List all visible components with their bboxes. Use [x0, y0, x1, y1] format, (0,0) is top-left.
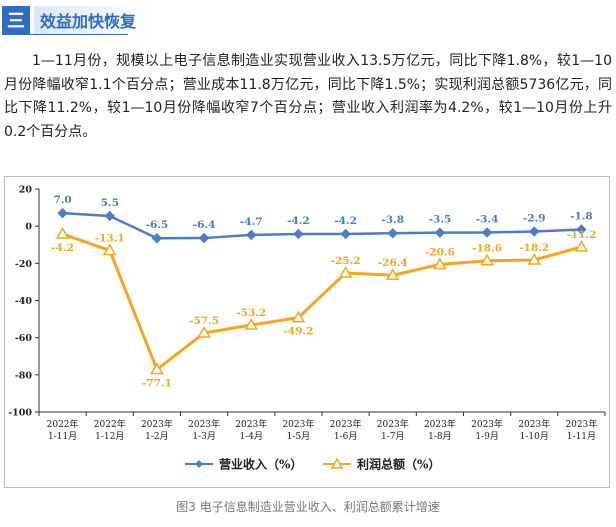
x-tick-label-year: 2023年	[282, 418, 314, 430]
profit-data-label: -25.2	[331, 255, 361, 267]
profit-point	[574, 239, 589, 252]
x-tick-label-year: 2023年	[235, 418, 267, 430]
profit-point	[197, 326, 211, 338]
x-tick-label-period: 1-7月	[381, 431, 405, 442]
revenue-data-label: -3.8	[381, 214, 404, 226]
x-tick-label-period: 1-10月	[520, 431, 549, 442]
profit-point	[338, 265, 353, 278]
revenue-data-label: -1.8	[570, 211, 593, 223]
profit-point	[55, 226, 70, 239]
revenue-point	[151, 233, 163, 244]
y-tick-label: 0	[25, 222, 32, 233]
y-tick-label: -40	[15, 296, 33, 307]
profit-data-label: -18.6	[472, 243, 502, 255]
revenue-point	[104, 210, 115, 222]
line-chart: 200-20-40-60-80-1002022年1-11月2022年1-12月2…	[8, 185, 606, 472]
x-tick-label-period: 1-9月	[475, 431, 499, 442]
profit-data-label: -18.2	[519, 242, 549, 254]
section-title: 效益加快恢复	[40, 12, 137, 31]
profit-point	[480, 253, 494, 266]
x-tick-label-year: 2023年	[424, 418, 456, 430]
revenue-data-label: -2.9	[523, 213, 546, 225]
x-tick-label-period: 1-11月	[48, 431, 77, 442]
x-tick-label-year: 2023年	[518, 418, 550, 430]
revenue-data-label: -3.5	[429, 214, 452, 226]
revenue-data-label: -4.2	[334, 215, 357, 227]
x-tick-label-year: 2023年	[141, 418, 173, 430]
x-tick-label-year: 2023年	[565, 418, 597, 430]
y-tick-label: 20	[19, 185, 33, 196]
profit-point	[244, 318, 259, 330]
revenue-point	[198, 232, 210, 244]
revenue-data-label: -6.5	[146, 219, 169, 231]
profit-data-label: -11.2	[566, 229, 596, 241]
profit-point	[291, 310, 306, 323]
chart-frame: 20 0 -20 -40 -60 -80 -100 2022年 1-11月 2022年 1-12月 2…	[4, 176, 610, 488]
x-tick-label-year: 2023年	[377, 418, 409, 430]
x-tick-label-year: 2022年	[94, 418, 126, 430]
x-tick-label-period: 1-3月	[192, 431, 216, 442]
section-header: 三 效益加快恢复	[0, 4, 616, 36]
legend-revenue-label: 营业收入（%）	[219, 457, 302, 472]
x-tick-label-year: 2023年	[330, 418, 362, 430]
revenue-point	[481, 227, 493, 238]
section-underline	[2, 34, 128, 35]
x-tick-label-period: 1-5月	[287, 431, 311, 442]
profit-data-label: -77.1	[142, 377, 172, 389]
x-tick-label-period: 1-8月	[428, 431, 452, 442]
figure-caption: 图3 电子信息制造业营业收入、利润总额累计增速	[176, 500, 440, 514]
revenue-point	[387, 228, 398, 239]
revenue-point	[293, 228, 304, 240]
legend-revenue-marker	[195, 460, 203, 468]
revenue-point	[576, 224, 587, 235]
revenue-point	[246, 229, 257, 241]
x-tick-label-year: 2023年	[471, 418, 503, 430]
x-tick-label-period: 1-4月	[240, 431, 264, 442]
profit-data-label: -13.1	[95, 233, 125, 245]
section-title-bar: 效益加快恢复	[34, 6, 154, 34]
revenue-point	[434, 227, 446, 238]
y-tick-label: -20	[15, 259, 33, 270]
revenue-data-label: 7.0	[53, 194, 71, 206]
summary-paragraph: 1—11月份，规模以上电子信息制造业实现营业收入13.5万亿元，同比下降1.8%…	[4, 53, 612, 140]
profit-point	[102, 243, 117, 256]
x-tick-label-year: 2023年	[188, 418, 220, 430]
revenue-data-label: -4.2	[287, 215, 310, 227]
profit-data-label: -49.2	[283, 326, 313, 338]
revenue-point	[340, 228, 351, 240]
revenue-data-label: -6.4	[193, 219, 216, 231]
revenue-point	[529, 226, 540, 237]
profit-point	[433, 257, 447, 270]
profit-point	[527, 252, 542, 265]
profit-point	[150, 362, 164, 375]
x-tick-label-year: 2022年	[47, 418, 79, 430]
x-tick-label-period: 1-11月	[567, 431, 596, 442]
legend-profit-label: 利润总额（%）	[357, 457, 440, 472]
revenue-data-label: 5.5	[101, 197, 119, 209]
revenue-series-line	[62, 211, 582, 240]
y-tick-label: -60	[15, 333, 33, 344]
profit-point	[385, 268, 400, 280]
x-tick-label-period: 1-6月	[334, 431, 358, 442]
y-tick-label: -80	[15, 370, 33, 381]
profit-data-label: -26.4	[378, 257, 408, 269]
profit-series-line	[62, 232, 582, 371]
profit-data-label: -20.6	[425, 246, 455, 258]
section-number-badge: 三	[2, 6, 30, 34]
revenue-point	[57, 207, 68, 219]
profit-data-label: -4.2	[51, 242, 74, 254]
revenue-data-label: -4.7	[240, 216, 263, 228]
profit-data-label: -53.2	[236, 307, 266, 319]
y-tick-label: -100	[8, 408, 32, 419]
profit-data-label: -57.5	[189, 315, 219, 327]
x-tick-label-period: 1-12月	[95, 431, 124, 442]
revenue-data-label: -3.4	[476, 213, 499, 225]
legend-profit-marker	[330, 457, 344, 469]
x-tick-label-period: 1-2月	[145, 431, 169, 442]
